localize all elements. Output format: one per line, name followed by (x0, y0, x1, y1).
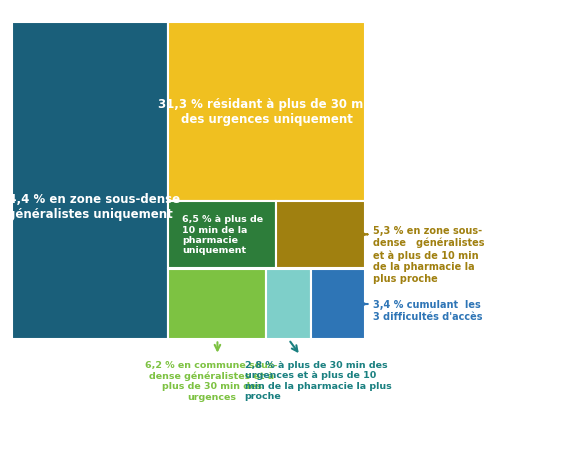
Bar (12, 23, 168, 340)
Text: 6,5 % à plus de
10 min de la
pharmacie
uniquement: 6,5 % à plus de 10 min de la pharmacie u… (182, 215, 263, 255)
Bar (276, 201, 365, 269)
Text: 44,4 % en zone sous-dense
généralistes uniquement: 44,4 % en zone sous-dense généralistes u… (0, 193, 180, 221)
Text: 5,3 % en zone sous-
dense   généralistes
et à plus de 10 min
de la pharmacie la
: 5,3 % en zone sous- dense généralistes e… (373, 226, 485, 283)
Text: 31,3 % résidant à plus de 30 min
des urgences uniquement: 31,3 % résidant à plus de 30 min des urg… (158, 98, 375, 126)
Bar (168, 23, 365, 201)
Bar (266, 269, 311, 340)
Bar (168, 201, 276, 269)
Bar (311, 269, 365, 340)
Text: 3,4 % cumulant  les
3 difficultés d'accès: 3,4 % cumulant les 3 difficultés d'accès (373, 300, 483, 321)
Bar (168, 269, 266, 340)
Text: 2,8 % à plus de 30 min des
urgences et à plus de 10
min de la pharmacie la plus
: 2,8 % à plus de 30 min des urgences et à… (245, 360, 392, 400)
Text: 6,2 % en commune sous-
dense généralistes et à
plus de 30 min des
urgences: 6,2 % en commune sous- dense généraliste… (145, 360, 278, 401)
